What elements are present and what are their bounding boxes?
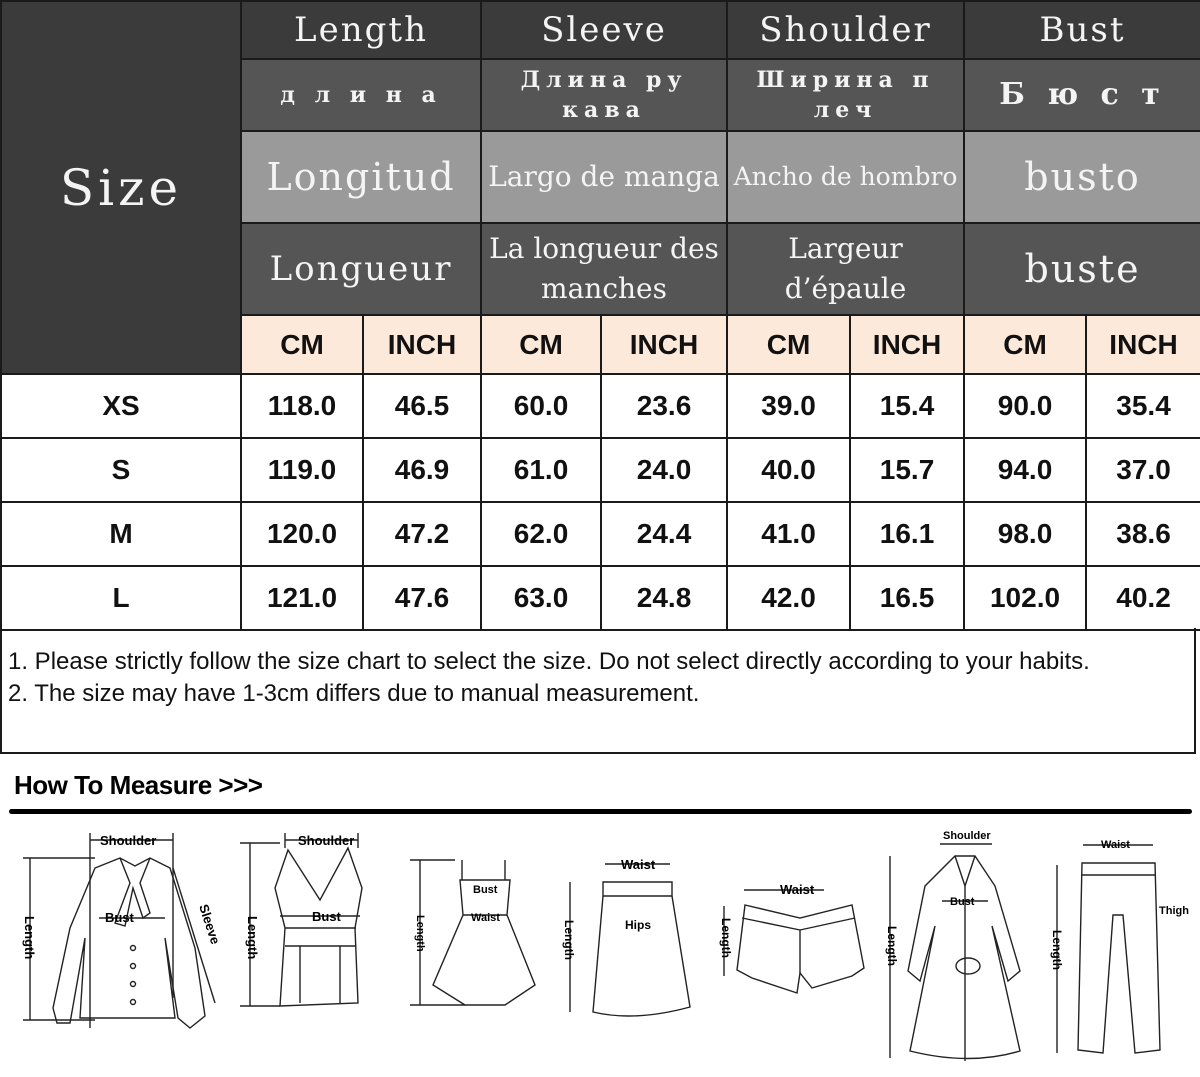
label-sleeve: Sleeve [196, 902, 223, 946]
header-shoulder: Shoulder [726, 0, 966, 60]
header-bust: Bust [963, 0, 1200, 60]
measurement-cell: 118.0 [240, 373, 364, 439]
measurement-cell: 98.0 [963, 501, 1088, 567]
label-waist: Waist [1101, 839, 1130, 851]
measurement-cell: 61.0 [480, 437, 603, 503]
measurement-cell: 39.0 [726, 373, 852, 439]
unit-inch: INCH [849, 314, 966, 375]
measurement-cell: 35.4 [1085, 373, 1200, 439]
label-waist: Waist [471, 912, 500, 924]
dress-diagram: Length Bust Waist [410, 859, 536, 1006]
label-bust: Bust [473, 884, 498, 896]
size-chart-table: Size Length Sleeve Shoulder Bust д л и н… [0, 0, 1200, 631]
measurement-cell: 23.6 [600, 373, 729, 439]
shirt-diagram: Shoulder Bust Length Sleeve [22, 833, 223, 1029]
measurement-cell: 16.5 [849, 565, 966, 631]
label-length: Length [562, 920, 576, 960]
header-shoulder-ru: Ширина п леч [726, 58, 966, 132]
measurement-cell: 38.6 [1085, 501, 1200, 567]
label-shoulder: Shoulder [100, 833, 156, 848]
table-row: M 120.0 47.2 62.0 24.4 41.0 16.1 98.0 38.6 [0, 501, 1200, 567]
header-bust-fr: buste [963, 222, 1200, 316]
unit-inch: INCH [1085, 314, 1200, 375]
size-cell: L [0, 565, 242, 631]
header-length-fr: Longueur [239, 222, 483, 316]
label-shoulder: Shoulder [298, 833, 354, 848]
size-cell: XS [0, 373, 242, 439]
header-length: Length [239, 0, 483, 60]
measurement-cell: 24.4 [600, 501, 729, 567]
measurement-cell: 60.0 [480, 373, 603, 439]
label-length: Length [245, 916, 260, 959]
label-bust: Bust [105, 910, 135, 925]
header-shoulder-es: Ancho de hombro [726, 130, 966, 224]
unit-inch: INCH [600, 314, 729, 375]
unit-cm: CM [480, 314, 603, 375]
table-row: XS 118.0 46.5 60.0 23.6 39.0 15.4 90.0 35.4 [0, 373, 1200, 439]
measurement-cell: 90.0 [963, 373, 1088, 439]
coat-diagram: Length Shoulder Bust [885, 830, 1021, 1061]
measurement-cell: 24.8 [600, 565, 729, 631]
unit-inch: INCH [361, 314, 483, 375]
measurement-cell: 15.4 [849, 373, 966, 439]
size-notes: 1. Please strictly follow the size chart… [0, 628, 1196, 754]
measurement-cell: 40.0 [726, 437, 852, 503]
label-length: Length [1050, 930, 1064, 970]
label-hips: Hips [625, 918, 651, 932]
table-row: L 121.0 47.6 63.0 24.8 42.0 16.5 102.0 40.2 [0, 565, 1200, 631]
measurement-cell: 63.0 [480, 565, 603, 631]
size-cell: S [0, 437, 242, 503]
measurement-cell: 120.0 [240, 501, 364, 567]
label-length: Length [22, 916, 37, 959]
measurement-cell: 47.2 [361, 501, 483, 567]
label-thigh: Thigh [1159, 905, 1189, 917]
note-2: 2. The size may have 1-3cm differs due t… [8, 680, 700, 707]
header-length-es: Longitud [239, 130, 483, 224]
measurement-cell: 41.0 [726, 501, 852, 567]
label-shoulder: Shoulder [943, 830, 991, 842]
header-sleeve-ru: Длина ру кава [480, 58, 729, 132]
pants-diagram: Length Waist Thigh [1050, 839, 1189, 1054]
measurement-cell: 121.0 [240, 565, 364, 631]
tank-top-diagram: Length Shoulder Bust [240, 833, 363, 1007]
measurement-cell: 46.9 [361, 437, 483, 503]
header-bust-ru: Б ю с т [963, 58, 1200, 132]
measurement-cell: 119.0 [240, 437, 364, 503]
measurement-cell: 24.0 [600, 437, 729, 503]
header-sleeve-es: Largo de manga [480, 130, 729, 224]
label-length: Length [719, 918, 733, 958]
measurement-cell: 94.0 [963, 437, 1088, 503]
measurement-cell: 40.2 [1085, 565, 1200, 631]
measurement-cell: 102.0 [963, 565, 1088, 631]
skirt-diagram: Length Waist Hips [562, 857, 691, 1017]
measurement-cell: 42.0 [726, 565, 852, 631]
header-bust-es: busto [963, 130, 1200, 224]
size-cell: M [0, 501, 242, 567]
measurement-cell: 37.0 [1085, 437, 1200, 503]
unit-cm: CM [240, 314, 364, 375]
label-waist: Waist [780, 882, 815, 897]
label-length: Length [414, 915, 426, 952]
divider [9, 809, 1192, 814]
size-header: Size [0, 0, 242, 375]
measurement-cell: 62.0 [480, 501, 603, 567]
header-length-ru: д л и н а [239, 58, 483, 132]
measurement-cell: 47.6 [361, 565, 483, 631]
header-sleeve-fr: La longueur des manches [480, 222, 729, 316]
table-row: S 119.0 46.9 61.0 24.0 40.0 15.7 94.0 37.0 [0, 437, 1200, 503]
measurement-cell: 15.7 [849, 437, 966, 503]
header-sleeve: Sleeve [480, 0, 729, 60]
header-shoulder-fr: Largeur d’épaule [726, 222, 966, 316]
note-1: 1. Please strictly follow the size chart… [8, 648, 1090, 675]
unit-cm: CM [963, 314, 1088, 375]
label-bust: Bust [950, 896, 975, 908]
measurement-cell: 46.5 [361, 373, 483, 439]
shorts-diagram: Length Waist [719, 882, 865, 994]
measurement-cell: 16.1 [849, 501, 966, 567]
unit-cm: CM [726, 314, 852, 375]
label-bust: Bust [312, 909, 342, 924]
label-waist: Waist [621, 857, 656, 872]
label-length: Length [885, 926, 899, 966]
how-to-measure-title: How To Measure >>> [14, 770, 263, 800]
